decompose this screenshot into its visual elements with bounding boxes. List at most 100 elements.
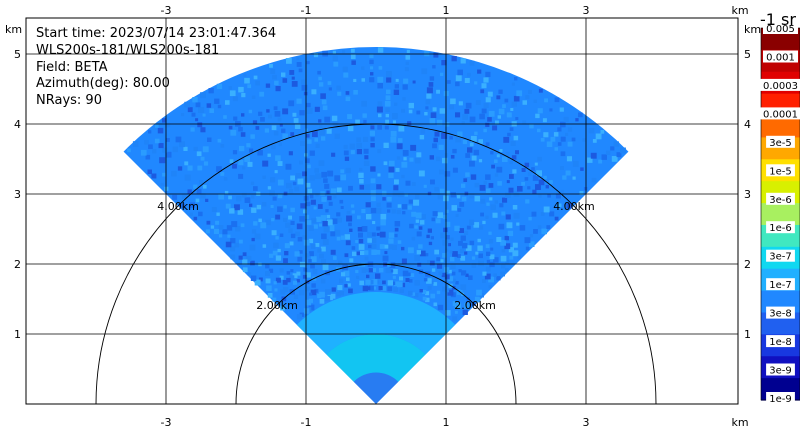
sector-cell <box>592 139 597 143</box>
sector-cell <box>148 144 153 150</box>
sector-cell <box>382 190 387 196</box>
x-tick-label-bottom: 3 <box>583 416 590 429</box>
sector-cell <box>250 134 255 139</box>
sector-cell <box>488 285 492 289</box>
colorbar-label: 1e-8 <box>769 337 792 348</box>
range-ring-label: 4.00km <box>157 200 199 213</box>
sector-cell <box>272 250 278 256</box>
sector-cell <box>501 249 506 253</box>
sector-cell <box>370 166 376 172</box>
sector-cell <box>270 205 274 208</box>
sector-cell <box>440 232 447 239</box>
sector-cell <box>450 155 455 159</box>
sector-cell <box>475 251 479 255</box>
sector-cell <box>457 208 462 212</box>
sector-cell <box>469 240 475 246</box>
sector-cell <box>499 203 504 208</box>
nrays-text: NRays: 90 <box>36 93 102 109</box>
sector-cell <box>369 53 374 58</box>
sector-cell <box>385 95 391 101</box>
sector-cell <box>478 260 484 267</box>
y-tick-label-left: 3 <box>14 188 21 201</box>
sector-cell <box>320 278 326 284</box>
sector-cell <box>462 139 467 145</box>
sector-cell <box>465 153 470 158</box>
sector-cell <box>452 251 458 257</box>
sector-cell <box>274 288 278 292</box>
sector-cell <box>368 279 374 285</box>
sector-cell <box>298 290 305 296</box>
sector-cell <box>401 258 407 264</box>
sector-cell <box>464 108 470 114</box>
sector-cell <box>392 120 396 124</box>
sector-cell <box>297 178 304 185</box>
sector-cell <box>457 131 463 137</box>
sector-cell <box>238 160 244 166</box>
sector-cell <box>367 238 372 243</box>
sector-cell <box>557 127 562 132</box>
sector-cell <box>343 72 349 78</box>
sector-cell <box>372 221 376 225</box>
sector-cell <box>251 237 255 242</box>
sector-cell <box>318 223 322 227</box>
sector-cell <box>469 193 475 199</box>
sector-cell <box>350 54 356 59</box>
sector-cell <box>313 206 317 210</box>
sector-cell <box>229 208 235 214</box>
sector-cell <box>299 261 306 268</box>
sector-cell <box>620 147 626 154</box>
sector-cell <box>321 171 327 178</box>
sector-cell <box>392 269 398 275</box>
sector-cell <box>265 219 271 226</box>
sector-cell <box>567 127 573 132</box>
sector-cell <box>488 110 495 117</box>
sector-cell <box>344 234 350 240</box>
sector-cell <box>260 117 265 122</box>
sector-cell <box>202 113 206 117</box>
y-tick-label-left: 2 <box>14 258 21 271</box>
sector-cell <box>572 176 576 180</box>
sector-cell <box>290 207 295 213</box>
sector-cell <box>249 244 256 251</box>
sector-cell <box>356 149 362 155</box>
sector-cell <box>162 172 166 177</box>
sector-cell <box>386 89 391 95</box>
sector-cell <box>312 131 318 137</box>
sector-cell <box>199 180 203 184</box>
sector-cell <box>397 204 402 208</box>
sector-cell <box>505 151 510 156</box>
sector-cell <box>378 286 383 291</box>
sector-cell <box>337 217 342 223</box>
sector-cell <box>410 144 417 151</box>
sector-cell <box>359 280 364 286</box>
sector-cell <box>361 78 365 82</box>
sector-cell <box>233 116 238 121</box>
sector-cell <box>488 183 494 188</box>
sector-cell <box>324 116 331 123</box>
sector-cell <box>297 236 303 242</box>
sector-cell <box>325 289 331 295</box>
sector-cell <box>464 230 469 235</box>
sector-cell <box>315 243 320 247</box>
sector-cell <box>230 254 236 260</box>
sector-cell <box>264 128 269 133</box>
sector-cell <box>459 202 465 207</box>
sector-cell <box>411 236 416 241</box>
sector-cell <box>461 196 467 202</box>
sector-cell <box>317 70 321 75</box>
sector-cell <box>445 221 451 228</box>
sector-cell <box>332 256 337 260</box>
colorbar-label-bg <box>766 249 795 262</box>
sector-cell <box>271 125 277 131</box>
sector-cell <box>309 194 314 199</box>
sector-cell <box>312 269 318 275</box>
sector-cell <box>540 137 545 142</box>
sector-cell <box>537 108 543 114</box>
sector-cell <box>377 101 383 106</box>
sector-cell <box>243 73 247 77</box>
sector-cell <box>481 83 487 89</box>
sector-cell <box>433 302 438 307</box>
sector-cell <box>482 279 486 283</box>
sector-cell <box>565 132 569 136</box>
sector-cell <box>474 182 480 188</box>
